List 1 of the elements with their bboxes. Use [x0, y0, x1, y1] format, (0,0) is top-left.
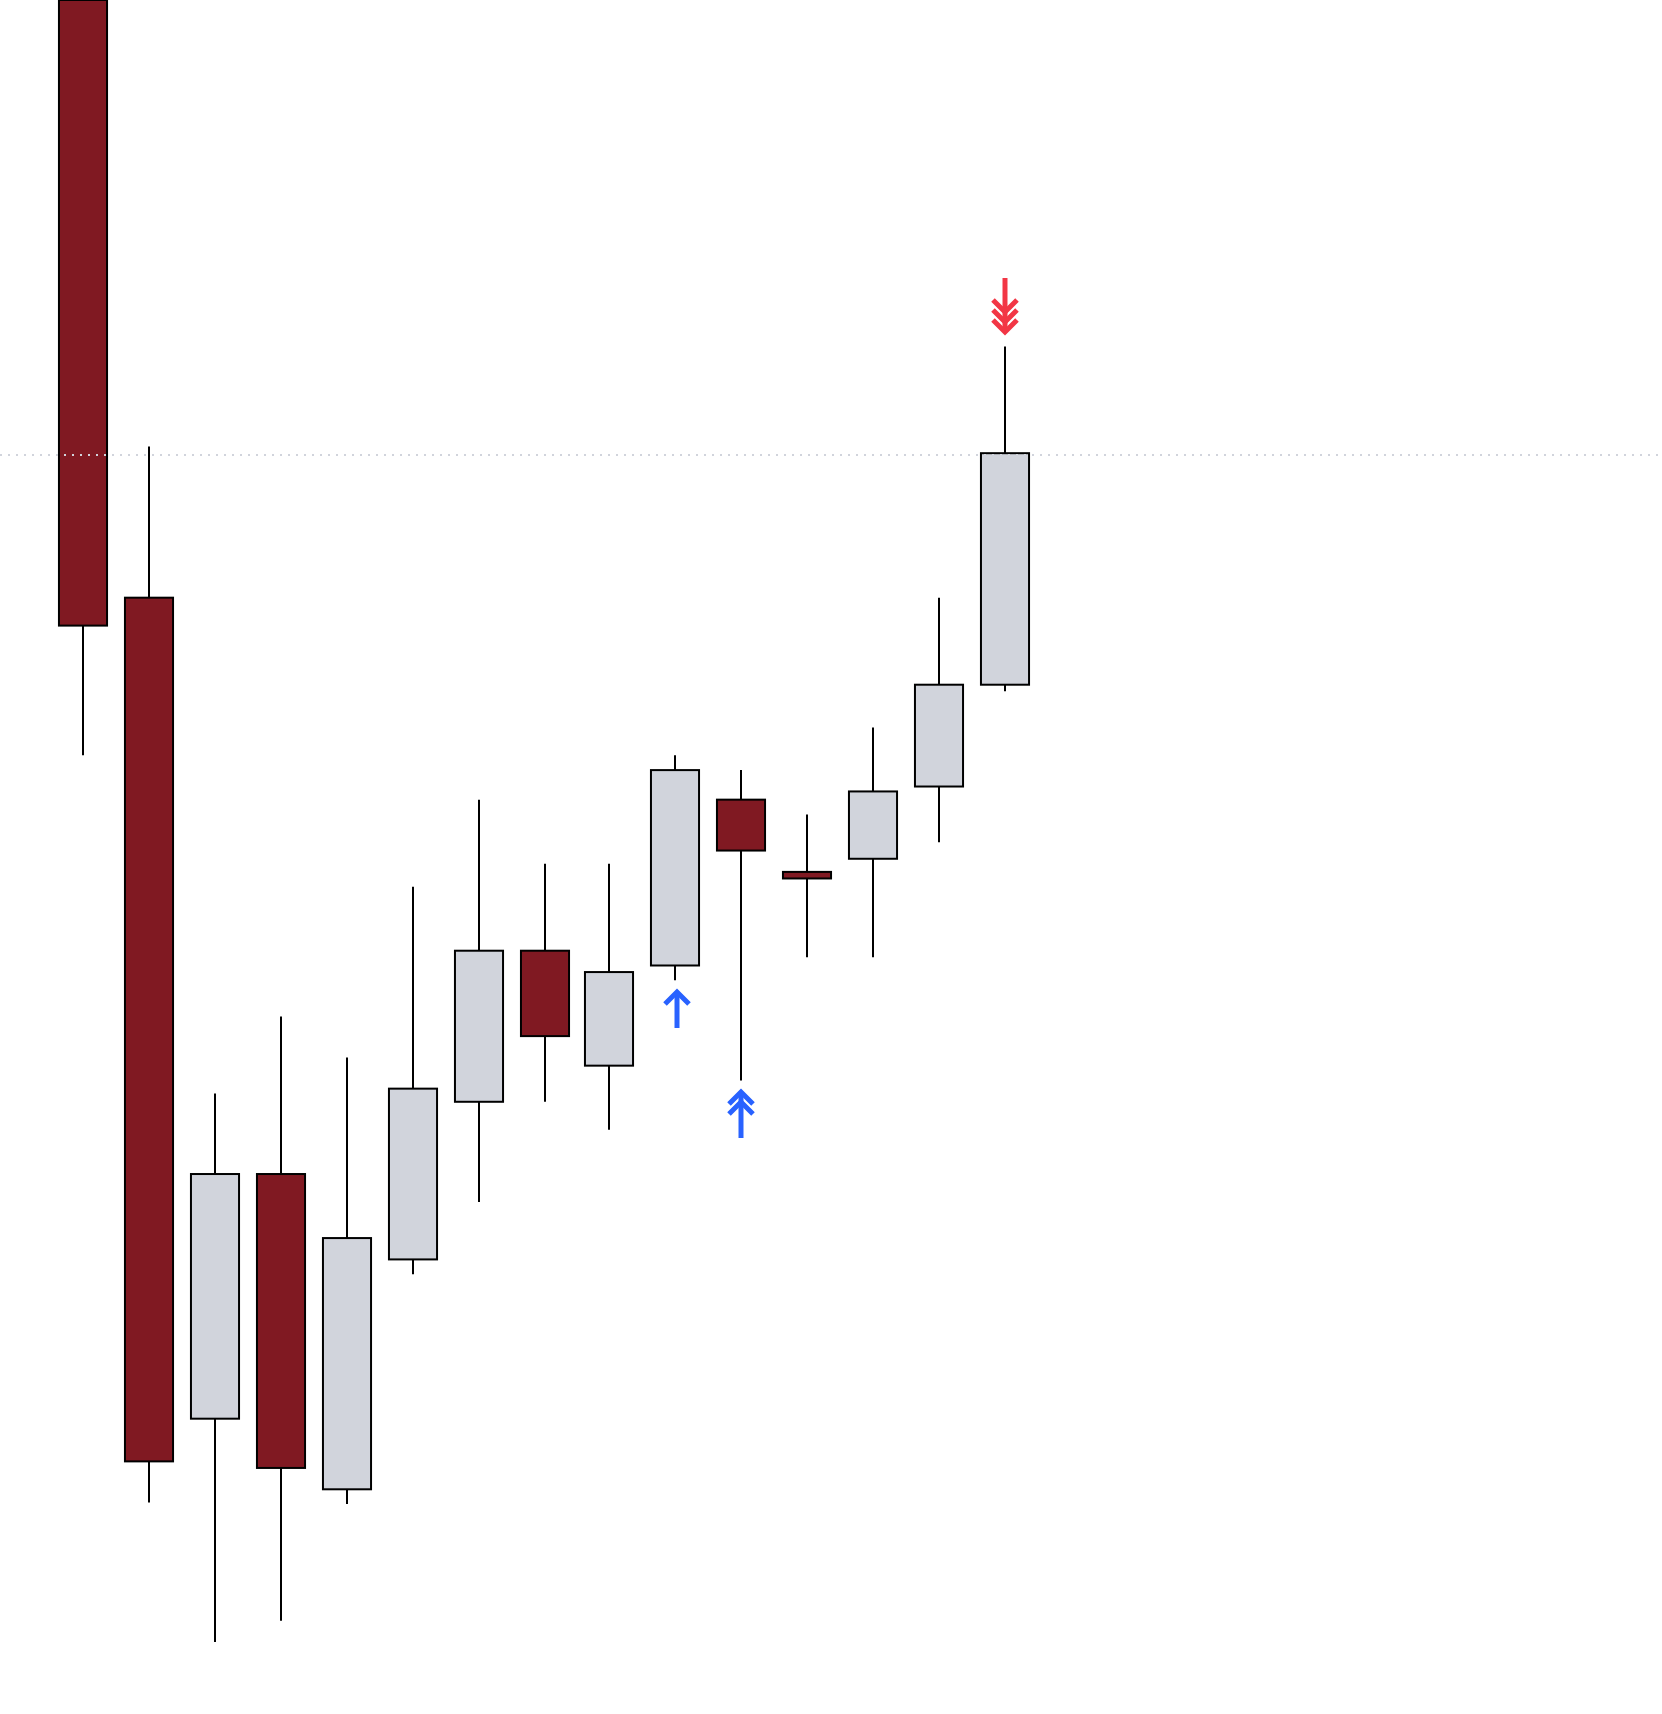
candlestick	[781, 813, 833, 959]
